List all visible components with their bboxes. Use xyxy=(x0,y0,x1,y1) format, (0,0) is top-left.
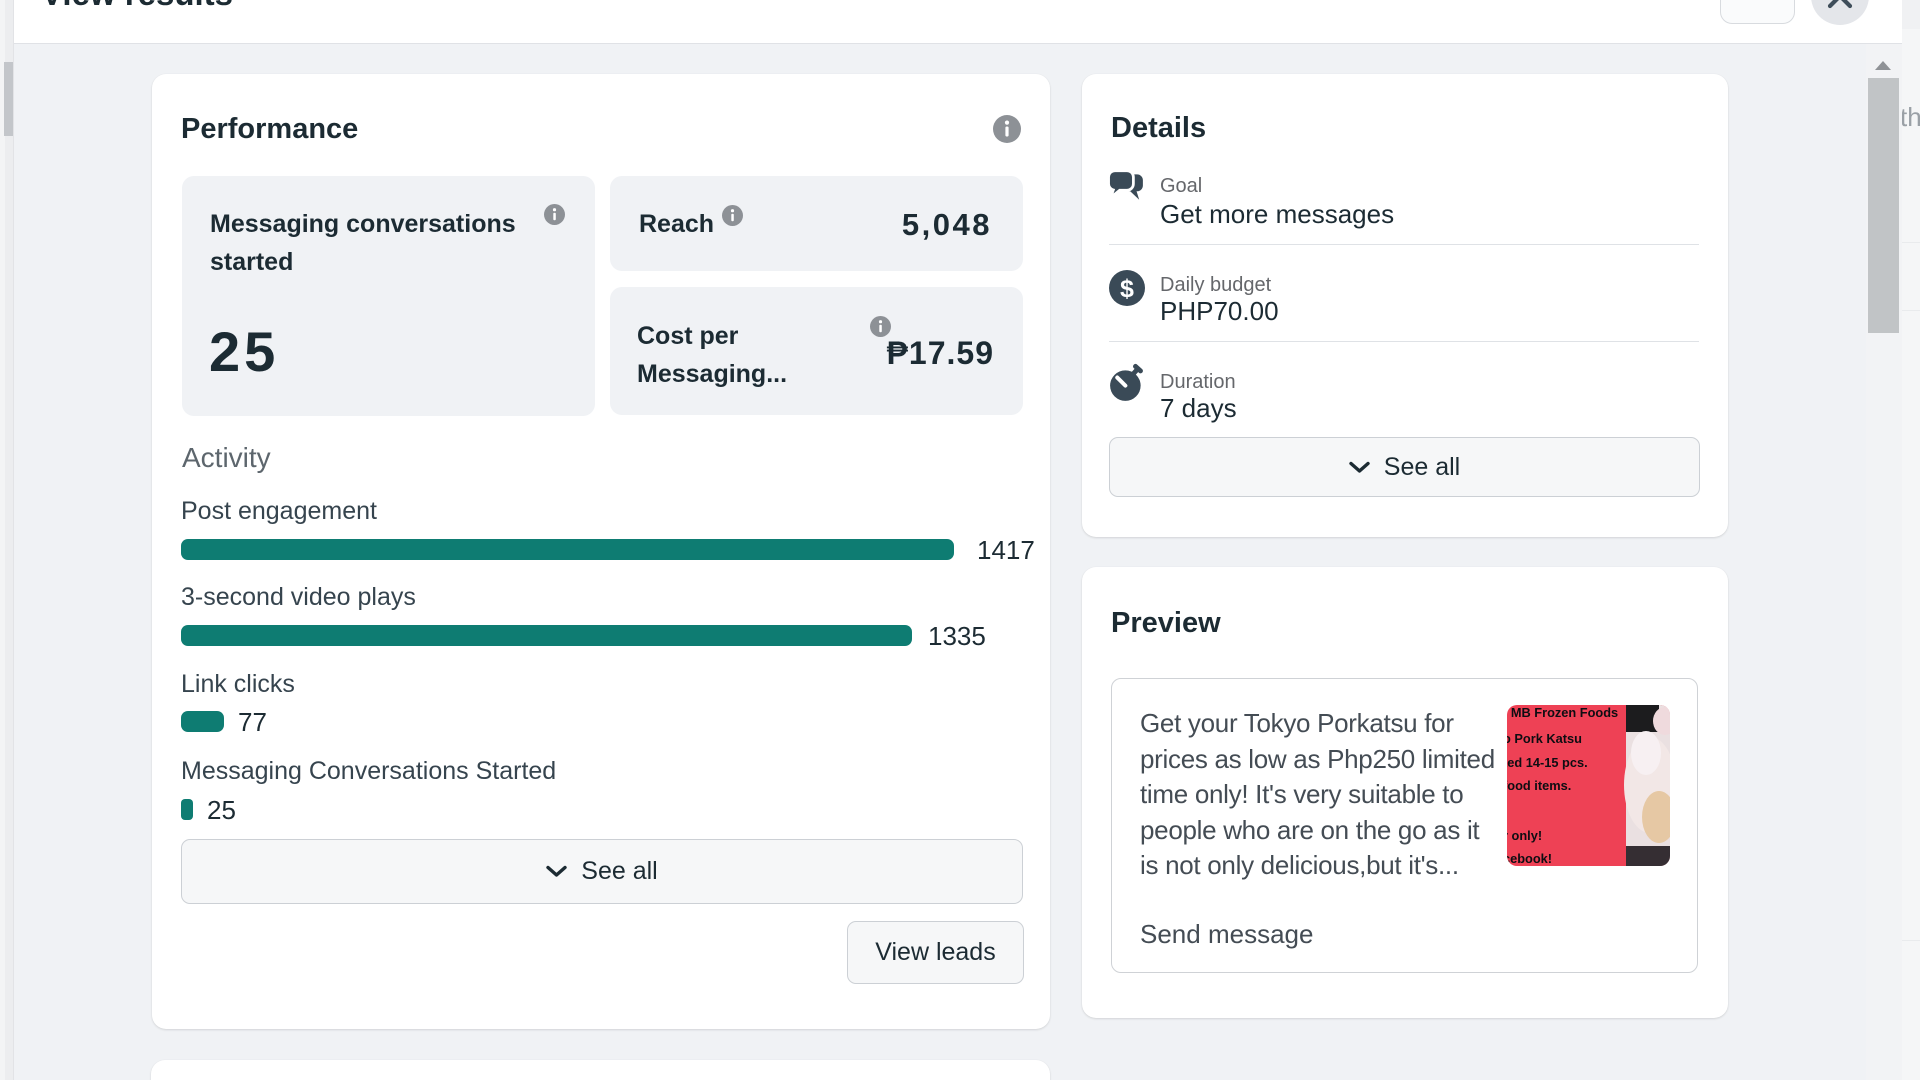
svg-text:$: $ xyxy=(1120,275,1134,303)
svg-text:cebook!: cebook! xyxy=(1507,851,1552,866)
svg-text:r only!: r only! xyxy=(1507,828,1542,843)
svg-text:ted 14-15 pcs.: ted 14-15 pcs. xyxy=(1507,755,1588,770)
svg-text:food items.: food items. xyxy=(1507,778,1571,793)
svg-text:: MB Frozen Foods: : MB Frozen Foods xyxy=(1507,705,1618,720)
svg-text:o Pork Katsu: o Pork Katsu xyxy=(1507,731,1582,746)
